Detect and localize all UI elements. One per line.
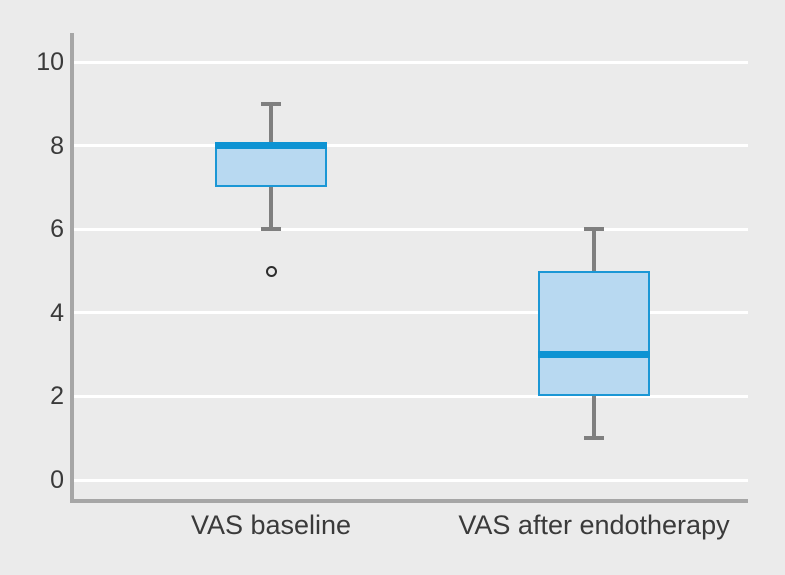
box-vas-baseline [215, 145, 327, 188]
x-axis-label: VAS baseline [190, 510, 352, 540]
gridline [74, 60, 748, 64]
box-vas-after-endotherapy [538, 271, 650, 397]
x-axis-label: VAS after endotherapy [458, 510, 730, 540]
y-axis-line [70, 33, 74, 503]
y-tick-label: 0 [50, 466, 64, 494]
whisker-cap-bottom [584, 436, 604, 441]
whisker-cap-bottom [261, 227, 281, 232]
gridline [74, 311, 748, 315]
outlier-point [265, 265, 277, 277]
gridline [74, 478, 748, 482]
x-axis-line [70, 499, 748, 503]
y-tick-label: 6 [50, 215, 64, 244]
y-tick-label: 8 [50, 131, 64, 160]
whisker-cap-top [261, 101, 281, 106]
gridline [74, 144, 748, 148]
gridline [74, 394, 748, 398]
gridline [74, 227, 748, 231]
whisker-cap-top [584, 227, 604, 232]
median-line [538, 351, 650, 359]
median-line [215, 142, 327, 150]
y-tick-label: 10 [36, 48, 64, 76]
y-tick-label: 4 [50, 298, 64, 327]
y-tick-label: 2 [50, 382, 64, 411]
